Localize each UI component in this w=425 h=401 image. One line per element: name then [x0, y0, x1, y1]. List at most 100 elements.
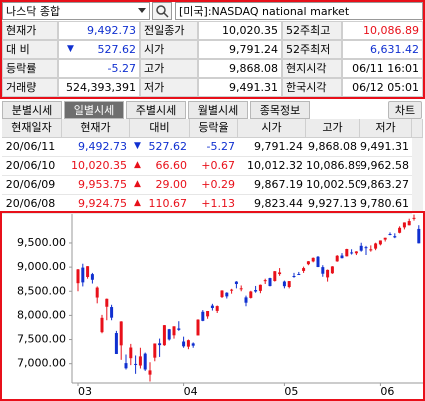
candle-body [306, 261, 310, 265]
candle-body [201, 311, 205, 321]
quote-label: 전일종가 [140, 21, 198, 40]
candle-body [388, 233, 392, 235]
candle-body [273, 271, 277, 281]
quote-value: 9,491.31 [198, 78, 282, 97]
candle-body [249, 291, 253, 298]
quote-value: 524,393,391 [58, 78, 140, 97]
table-cell: 9,953.75 [62, 176, 130, 195]
candle-body [100, 317, 104, 333]
tab[interactable]: 분별시세 [2, 101, 62, 119]
change-arrow: ▼ [67, 44, 74, 54]
candle-body [369, 249, 373, 251]
candle-body [417, 228, 421, 244]
quote-value: 10,020.35 [198, 21, 282, 40]
candle-body [278, 272, 282, 275]
quote-value: 10,086.89 [342, 21, 423, 40]
y-tick-label: 9,000.00 [17, 260, 66, 273]
candle-body [311, 257, 315, 262]
market-select[interactable]: 나스닥 종합 [2, 2, 150, 20]
table-header: 현재가 [62, 119, 130, 138]
candle-body [114, 333, 118, 354]
tab[interactable]: 종목정보 [250, 101, 310, 119]
candle-body [153, 343, 157, 358]
change-arrow: ▲ [134, 179, 141, 189]
quote-label: 등락률 [2, 59, 58, 78]
candle-body [215, 306, 219, 311]
candle-body [316, 256, 320, 268]
quote-value: 9,791.24 [198, 40, 282, 59]
candle-body [340, 255, 344, 259]
quote-value: 6,631.42 [342, 40, 423, 59]
candle-body [138, 356, 142, 366]
quote-label: 대 비 [2, 40, 58, 59]
table-header: 시가 [238, 119, 306, 138]
candle-body [383, 237, 387, 240]
candle-body [254, 290, 258, 292]
candle-body [326, 269, 330, 278]
candle-body [354, 251, 358, 254]
tab[interactable]: 월별시세 [188, 101, 248, 119]
quote-value: 06/12 05:01 [342, 78, 423, 97]
candle-body [158, 343, 162, 346]
candle-body [206, 311, 210, 317]
candle-body [297, 274, 301, 276]
candle-body [110, 307, 114, 318]
table-cell: 9,863.27 [360, 176, 412, 195]
candle-body [258, 284, 262, 291]
search-icon [156, 5, 169, 18]
table-cell: +1.13 [190, 195, 238, 214]
candle-body [177, 328, 181, 330]
candle-body [95, 287, 99, 298]
candle-body [129, 347, 133, 359]
table-cell: +0.67 [190, 157, 238, 176]
candle-body [398, 227, 402, 233]
x-tick-label: 03 [78, 385, 92, 398]
candle-body [282, 281, 286, 287]
candle-body [378, 240, 382, 245]
candle-body [239, 288, 243, 290]
table-cell: 20/06/08 [2, 195, 62, 214]
table-header: 대비 [130, 119, 190, 138]
x-tick-label: 06 [380, 385, 394, 398]
quote-label: 현재가 [2, 21, 58, 40]
candle-body [292, 275, 296, 277]
candle-body [407, 221, 411, 226]
tab[interactable]: 일별시세 [64, 101, 124, 119]
y-tick-label: 7,500.00 [17, 333, 66, 346]
table-cell: 527.62 ▼ [130, 138, 190, 157]
quote-label: 현지시각 [282, 59, 342, 78]
candle-body [244, 297, 248, 303]
market-name: [미국]:NASDAQ national market [175, 2, 423, 20]
chart-highlight [0, 211, 425, 401]
market-select-text: 나스닥 종합 [6, 5, 61, 18]
search-button[interactable] [152, 2, 172, 20]
quote-value: -5.27 [58, 59, 140, 78]
candle-body [402, 222, 406, 228]
candle-body [134, 363, 138, 365]
table-cell: 9,867.19 [238, 176, 306, 195]
table-cell: 10,086.89 [306, 157, 360, 176]
candle-body [230, 289, 234, 291]
candle-body [263, 280, 267, 282]
candle-body [162, 325, 166, 346]
candle-body [196, 319, 200, 336]
chart-button[interactable]: 차트 [388, 101, 422, 119]
tab[interactable]: 주별시세 [126, 101, 186, 119]
y-tick-label: 8,000.00 [17, 308, 66, 321]
quote-value: 06/11 16:01 [342, 59, 423, 78]
x-tick-label: 05 [284, 385, 298, 398]
quote-label: 거래량 [2, 78, 58, 97]
candle-body [345, 249, 349, 257]
candle-body [234, 281, 238, 285]
candle-body [90, 274, 94, 280]
chart: 7,000.00 7,500.00 8,000.00 8,500.00 9,000.00… [17, 214, 423, 398]
table-cell: 9,868.08 [306, 138, 360, 157]
change-arrow: ▲ [134, 198, 141, 208]
candle-body [182, 341, 186, 347]
candle-body [364, 247, 368, 249]
change-arrow: ▼ [134, 141, 141, 151]
dropdown-arrow [138, 8, 146, 13]
table-header [412, 119, 423, 138]
candle-body [335, 255, 339, 262]
table-cell: 29.00 ▲ [130, 176, 190, 195]
